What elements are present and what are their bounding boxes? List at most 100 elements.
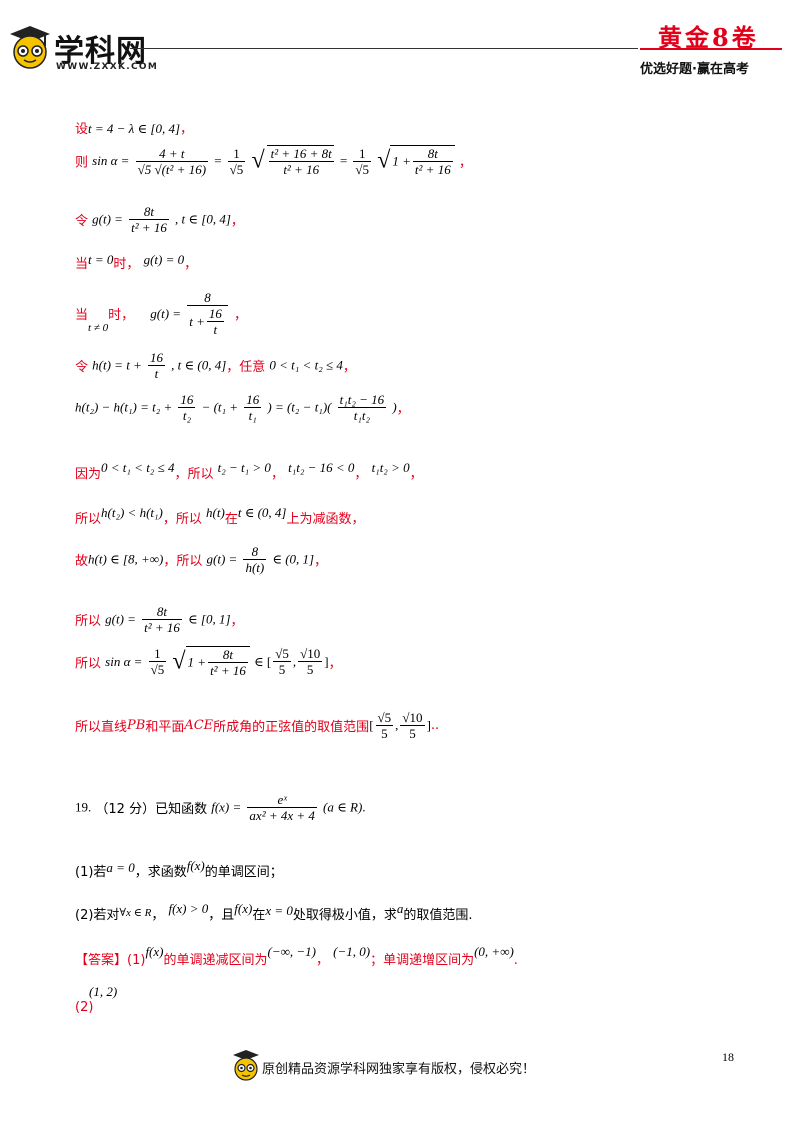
fraction: 8 h(t)	[243, 544, 267, 575]
brand-slogan: 优选好题·赢在高考	[640, 62, 749, 77]
numerator: √5	[375, 710, 394, 726]
fraction: 8t t² + 16	[129, 204, 169, 235]
denominator: t +16 t	[187, 306, 228, 337]
line-label: 所以	[75, 614, 102, 629]
problem-part-2: (2)若对∀x ∈ R， f(x) > 0，且f(x)在x = 0处取得极小值，…	[75, 901, 473, 923]
problem-text: （12 分）已知函数	[95, 802, 208, 817]
denominator: t	[154, 366, 159, 381]
punct: .	[362, 799, 366, 815]
math-expr: ∈ (0, 1]	[272, 551, 315, 567]
math-expr: sin α =	[92, 153, 130, 168]
math-expr: =	[339, 153, 348, 168]
math-expr: t₁t₂ > 0	[371, 460, 410, 475]
math-expr: f(x)	[145, 944, 164, 959]
logo-mascot-icon	[8, 24, 52, 70]
numerator: 16	[206, 306, 224, 322]
denominator: √5	[229, 161, 244, 177]
math-expr: ]	[426, 717, 431, 733]
problem-text: 在	[252, 908, 266, 923]
math-expr: ]	[324, 653, 329, 669]
math-expr: t = 4 − λ ∈ [0, 4]	[88, 121, 181, 136]
numerator: 16	[147, 350, 165, 366]
math-expr: t ∈ (0, 4]	[237, 505, 287, 520]
line-label: 所以	[75, 512, 102, 527]
math-expr: h(t) = t +	[92, 357, 142, 373]
math-expr: , t ∈ [0, 4]	[175, 211, 231, 227]
numerator: 8t	[412, 146, 453, 163]
line-label: 因为	[75, 467, 102, 482]
math-expr: t₁t₂ − 16 < 0	[288, 460, 355, 475]
math-expr: 0 < t₁ < t₂ ≤ 4	[269, 357, 343, 373]
fraction: 16 t₁	[244, 392, 262, 423]
numerator: √10	[298, 646, 323, 663]
page-number: 18	[722, 1050, 734, 1064]
fraction: 16 t₂	[178, 392, 196, 423]
line-range-g: 所以 g(t) = 8t t² + 16 ∈ [0, 1]，	[75, 604, 244, 635]
line-label: 设	[75, 122, 89, 137]
answer-text: (2)	[75, 1000, 94, 1015]
fraction: √10 5	[400, 710, 425, 741]
math-expr: t = 0	[88, 252, 114, 267]
problem-text: ，求函数	[134, 865, 187, 880]
punct: ，	[409, 467, 423, 482]
denominator: h(t)	[245, 560, 265, 575]
math-expr: f(x) =	[211, 799, 242, 815]
logo-url: WWW.ZXXK.COM	[56, 62, 159, 72]
math-expr: h(t₂) < h(t₁)	[101, 505, 163, 520]
math-expr: x = 0	[265, 903, 293, 918]
answer-part-2: (1, 2) (2)	[75, 984, 117, 1015]
fraction: √5 5	[375, 710, 394, 741]
line-text: 在	[224, 512, 238, 527]
numerator: 1	[353, 146, 372, 162]
line-text: 时，	[108, 308, 135, 323]
answer-part-1: 【答案】(1)f(x)的单调递减区间为(−∞, −1)， (−1, 0)；单调递…	[75, 944, 518, 968]
math-expr: h(t)	[206, 505, 225, 520]
punct: ，	[230, 614, 244, 629]
math-expr: h(t₂) − h(t₁) = t₂ +	[75, 399, 173, 415]
math-expr: 1 +	[187, 654, 207, 670]
punct: ，	[354, 467, 368, 482]
punct: .	[513, 953, 518, 968]
problem-text: (2)若对	[75, 908, 120, 923]
denominator: t₂	[182, 408, 191, 423]
punct: ，	[314, 554, 328, 569]
denominator: t² + 16	[144, 620, 180, 635]
math-expr: [	[369, 717, 374, 733]
denominator: t	[213, 322, 218, 337]
math-expr: ∀x ∈ R	[119, 907, 152, 919]
math-expr: 0 < t₁ < t₂ ≤ 4	[101, 460, 175, 475]
brand-title: 黄金8卷	[658, 23, 759, 52]
answer-text: ；单调递增区间为	[370, 953, 475, 968]
math-expr: t ≠ 0	[88, 322, 109, 334]
denominator: t² + 16	[414, 162, 451, 178]
sqrt-body: 1 +8t t² + 16	[185, 646, 250, 678]
fraction: √10 5	[298, 646, 323, 677]
math-expr: g(t) =	[105, 611, 136, 627]
line-text: ，所以	[163, 554, 203, 569]
math-expr: (−1, 0)	[333, 944, 371, 959]
punct: ，	[270, 467, 284, 482]
line-conclusion: 所以直线PB和平面ACE所成角的正弦值的取值范围[√5 5, √10 5]..	[75, 710, 439, 741]
fraction: eˣ ax² + 4x + 4	[247, 792, 317, 823]
line-decreasing: 所以h(t₂) < h(t₁)，所以 h(t)在t ∈ (0, 4]上为减函数，	[75, 505, 364, 527]
numerator: 1	[227, 146, 246, 162]
line-label: 令	[75, 360, 89, 375]
problem-text: (1)若	[75, 865, 107, 880]
fraction: 8t t² + 16	[208, 647, 248, 678]
math-expr: (0, +∞)	[474, 944, 514, 959]
math-expr: (1, 2)	[89, 984, 118, 999]
line-label: 令	[75, 214, 89, 229]
numerator: 8t	[129, 204, 169, 220]
fraction: √5 5	[273, 646, 291, 677]
punct: ，	[180, 122, 194, 137]
problem-text: 的单调区间；	[204, 865, 283, 880]
denominator: t² + 16	[131, 220, 167, 235]
denominator: t₁	[248, 408, 257, 423]
line-text: 上为减函数，	[286, 512, 365, 527]
punct: ，	[342, 360, 356, 375]
footer-mascot-icon	[232, 1049, 260, 1081]
numerator: 8	[243, 544, 267, 560]
problem-text: 的取值范围.	[403, 908, 473, 923]
header-rule	[130, 48, 638, 49]
